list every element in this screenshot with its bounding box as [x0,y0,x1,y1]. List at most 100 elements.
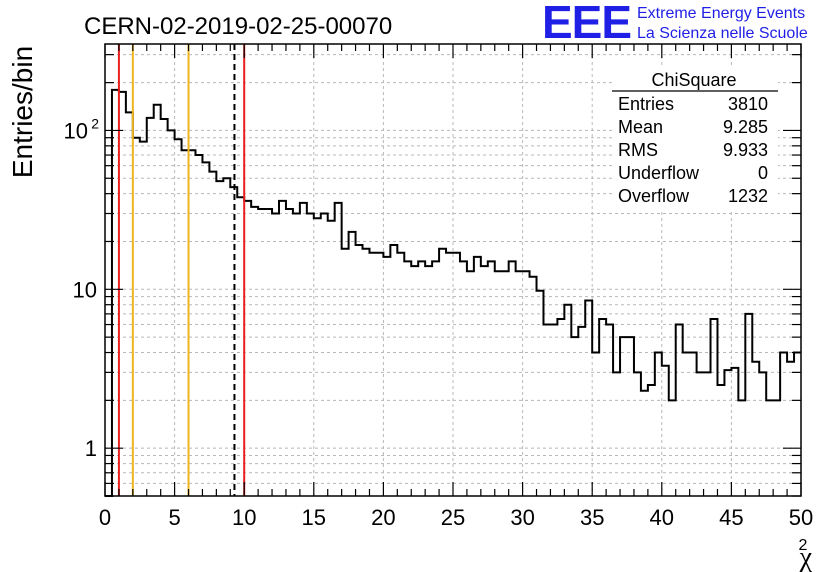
x-tick-label: 15 [302,505,326,530]
histogram-bin [349,232,356,496]
y-axis-label: Entries/bin [7,46,38,178]
histogram-bin [724,370,731,496]
histogram-bin [321,214,328,496]
histogram-bin [711,319,718,496]
histogram-bin [376,253,383,496]
histogram-bin [662,366,669,496]
stats-box: ChiSquare Entries 3810 Mean 9.285 RMS 9.933 Und… [612,68,778,210]
histogram-bin [251,207,258,496]
histogram-bin [314,218,321,496]
logo-mark: EEE [542,0,632,48]
histogram-bin [502,271,509,496]
x-tick-label: 5 [168,505,180,530]
x-tick-label: 40 [650,505,674,530]
histogram-bin [126,112,133,496]
chart-title: CERN-02-2019-02-25-00070 [84,13,392,40]
histogram-series [105,88,801,497]
histogram-bin [182,150,189,496]
histogram-bin [439,249,446,496]
histogram-bin [704,372,711,496]
histogram-bin [404,261,411,496]
histogram-bin [627,337,634,496]
histogram-bin [509,261,516,496]
stats-row-label: Entries [618,94,674,114]
histogram-bin [209,172,216,496]
x-axis-ticks [104,44,802,496]
histogram-bin [147,118,154,496]
histogram-bin [460,261,467,496]
histogram-bin [432,261,439,496]
histogram-bin [175,139,182,496]
histogram-bin [731,368,738,496]
histogram-bin [154,105,161,496]
histogram-bin [697,372,704,496]
stats-row-label: Underflow [618,163,700,183]
histogram-bin [606,325,613,496]
histogram-bin [363,249,370,496]
y-tick-label: 10 [64,118,88,143]
y-tick-label: 10 [73,277,97,302]
histogram-bin [383,257,390,496]
histogram-bin [683,353,690,496]
histogram-bin [759,372,766,496]
histogram-bin [690,353,697,496]
x-tick-label: 50 [789,505,813,530]
histogram-bin [425,266,432,496]
histogram-bin [369,253,376,496]
histogram-bin [655,353,662,496]
histogram-bin [523,271,530,496]
histogram-bin [411,266,418,496]
histogram-bin [530,277,537,496]
histogram-bin [794,353,801,496]
histogram-bin [648,385,655,496]
histogram-bin [202,162,209,496]
histogram-bin [592,353,599,496]
histogram-bin [641,391,648,496]
histogram-bin [599,319,606,496]
histogram-bin [634,372,641,496]
x-tick-label: 30 [510,505,534,530]
stats-row-value: 3810 [728,94,768,114]
histogram-bin [356,245,363,496]
histogram-bin [516,271,523,496]
histogram-bin [397,253,404,496]
histogram-bin [112,90,119,496]
histogram-bin [244,201,251,496]
x-tick-label: 0 [99,505,111,530]
histogram-bin [216,181,223,496]
stats-title: ChiSquare [651,70,736,90]
histogram-bin [119,92,126,496]
histogram-bin [578,327,585,496]
logo-line-2: La Scienza nelle Scuole [637,25,808,42]
histogram-bin [300,203,307,496]
histogram-bin [223,178,230,496]
histogram-bin [342,249,349,496]
x-tick-label: 20 [371,505,395,530]
x-tick-label: 35 [580,505,604,530]
stats-row-label: Mean [618,117,663,137]
histogram-bin [488,261,495,496]
histogram-bin [418,261,425,496]
histogram-bin [537,291,544,496]
stats-row-value: 9.933 [723,140,768,160]
histogram-bin [474,257,481,496]
histogram-bin [335,203,342,496]
histogram-bin [279,201,286,496]
histogram-bin [585,301,592,496]
histogram-bin [780,353,787,496]
histogram-bin [293,214,300,496]
histogram-bin [613,372,620,496]
stats-row-value: 1232 [728,186,768,206]
histogram-bin [189,150,196,496]
y-tick-label: 1 [85,436,97,461]
histogram-bin [467,271,474,496]
y-tick-label-exponent: 2 [91,115,99,131]
x-tick-label: 10 [232,505,256,530]
histogram-bin [140,142,147,496]
histogram-bin [307,214,314,496]
histogram-bin [390,245,397,496]
histogram-bin [557,319,564,496]
histogram-bin [571,337,578,496]
histogram-bin [481,266,488,496]
